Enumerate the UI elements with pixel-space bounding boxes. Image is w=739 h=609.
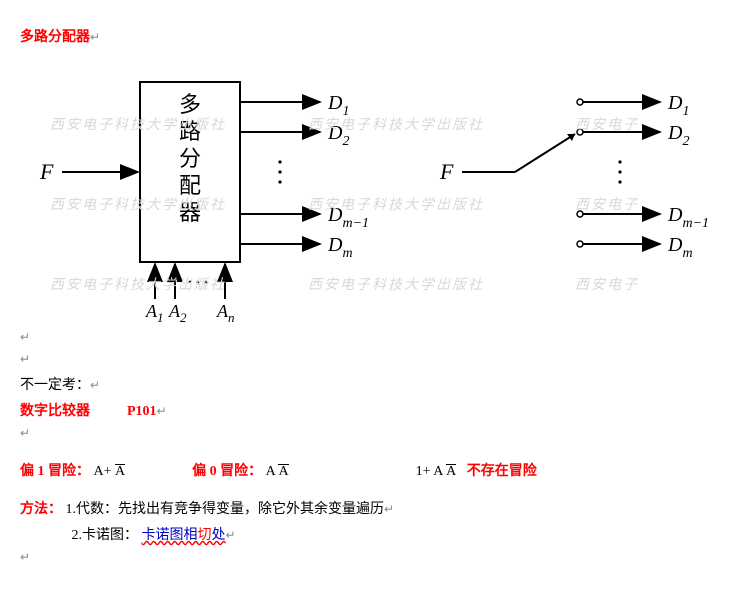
out-D2-label: D2 bbox=[327, 122, 349, 149]
contact-Dm1 bbox=[577, 211, 583, 217]
right-D1-label: D1 bbox=[667, 92, 689, 119]
sel-A1-label: A1 bbox=[145, 301, 164, 324]
contact-D1 bbox=[577, 99, 583, 105]
nohazard-expr: 1+ A A bbox=[416, 464, 457, 479]
return-symbol: ↵ bbox=[20, 330, 30, 344]
return-symbol: ↵ bbox=[157, 404, 167, 418]
hazard0-expr: A A bbox=[266, 464, 289, 479]
right-Dm-label: Dm bbox=[667, 234, 693, 261]
out-D1-label: D1 bbox=[327, 92, 349, 119]
hazard0-label: 偏 0 冒险： bbox=[192, 464, 262, 479]
method-2-blue: 卡诺图相 bbox=[142, 528, 198, 543]
out-Dm1-label: Dm−1 bbox=[327, 204, 369, 231]
method-label: 方法： bbox=[20, 502, 62, 517]
hazard1-label: 偏 1 冒险： bbox=[20, 464, 90, 479]
right-D2-label: D2 bbox=[667, 122, 689, 149]
contact-D2 bbox=[577, 129, 583, 135]
page-title: 多路分配器 bbox=[20, 30, 90, 45]
method-2-blue2: 处 bbox=[212, 528, 226, 543]
out-Dm-label: Dm bbox=[327, 234, 353, 261]
method-2-pre: 2.卡诺图： bbox=[72, 528, 139, 543]
return-symbol: ↵ bbox=[90, 378, 100, 392]
block-char-4: 配 bbox=[179, 173, 201, 198]
return-symbol: ↵ bbox=[20, 550, 30, 564]
switch-wiper bbox=[515, 134, 575, 172]
note-maybe: 不一定考： bbox=[20, 378, 90, 393]
sel-An-label: An bbox=[216, 301, 235, 324]
return-symbol: ↵ bbox=[20, 426, 30, 440]
sel-A2-label: A2 bbox=[168, 301, 187, 324]
comparator-page: P101 bbox=[127, 404, 157, 419]
input-F-label: F bbox=[39, 159, 54, 184]
diagram-container: 西安电子科技大学出版社 西安电子科技大学出版社 西安电子 西安电子科技大学出版社… bbox=[20, 54, 720, 324]
demux-diagram: F 多 路 分 配 器 D1 D2 Dm−1 Dm A1 A2 An F bbox=[20, 54, 720, 324]
return-symbol: ↵ bbox=[90, 30, 100, 44]
contact-Dm bbox=[577, 241, 583, 247]
block-char-3: 分 bbox=[179, 146, 201, 171]
comparator-title: 数字比较器 bbox=[20, 404, 90, 419]
right-Dm1-label: Dm−1 bbox=[667, 204, 709, 231]
nohazard-label: 不存在冒险 bbox=[467, 464, 537, 479]
right-F-label: F bbox=[439, 159, 454, 184]
block-char-1: 多 bbox=[179, 92, 201, 117]
block-char-2: 路 bbox=[179, 119, 201, 144]
return-symbol: ↵ bbox=[20, 352, 30, 366]
method-2-red: 切 bbox=[198, 528, 212, 543]
method-1: 1.代数：先找出有竞争得变量，除它外其余变量遍历 bbox=[66, 502, 385, 517]
hazard1-expr: A+ A bbox=[94, 464, 126, 479]
block-char-5: 器 bbox=[179, 200, 201, 225]
return-symbol: ↵ bbox=[384, 502, 394, 516]
return-symbol: ↵ bbox=[226, 528, 236, 542]
